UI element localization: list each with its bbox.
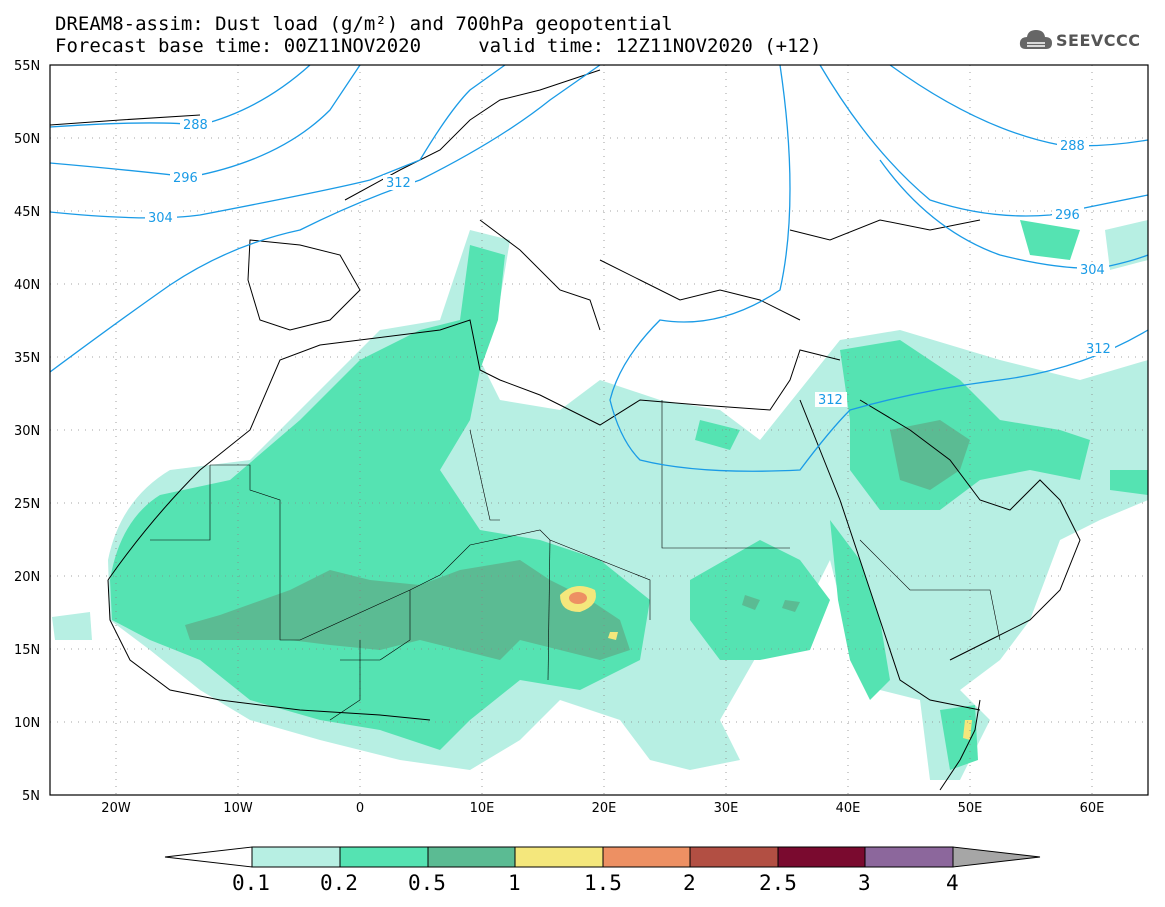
latitude-labels: 55N 50N 45N 40N 35N 30N 25N 20N 15N 10N … [14, 59, 40, 804]
geopotential-contours [49, 64, 1149, 472]
colorbar-label: 3 [858, 871, 871, 895]
lon-label: 30E [714, 801, 739, 816]
lat-label: 55N [14, 59, 40, 74]
colorbar-label: 4 [946, 871, 959, 895]
coastlines [49, 69, 1081, 791]
lon-label: 20E [592, 801, 617, 816]
colorbar-label: 2.5 [759, 871, 797, 895]
contour-label: 312 [386, 176, 411, 191]
dust-level-0.5 [185, 420, 970, 660]
colorbar-low-arrow [164, 846, 253, 868]
lon-label: 50E [958, 801, 983, 816]
colorbar-label: 2 [683, 871, 696, 895]
graticule [50, 65, 1148, 795]
colorbar-swatch [251, 846, 341, 868]
lat-label: 5N [22, 789, 40, 804]
colorbar-swatch [427, 846, 516, 868]
contour-label: 288 [1060, 139, 1085, 154]
colorbar-swatch [602, 846, 691, 868]
contour-label: 296 [173, 171, 198, 186]
colorbar-swatch [689, 846, 779, 868]
colorbar-label: 0.2 [320, 871, 358, 895]
seevccc-logo: SEEVCCC [1018, 27, 1158, 57]
colorbar-label: 1 [508, 871, 521, 895]
colorbar-high-arrow [952, 846, 1041, 868]
lon-label: 0 [356, 801, 364, 816]
contour-label: 288 [183, 118, 208, 133]
lon-label: 10E [470, 801, 495, 816]
colorbar-label: 0.1 [232, 871, 270, 895]
lat-label: 40N [14, 278, 40, 293]
lat-label: 35N [14, 351, 40, 366]
map-frame [49, 64, 1149, 796]
map-area: 288 296 304 312 312 312 288 296 304 [49, 64, 1149, 796]
forecast-time-line: Forecast base time: 00Z11NOV2020 valid t… [55, 35, 822, 57]
lon-label: 40E [836, 801, 861, 816]
lon-label: 20W [101, 801, 131, 816]
lat-label: 50N [14, 132, 40, 147]
contour-label: 296 [1055, 208, 1080, 223]
cloud-icon [1019, 30, 1052, 49]
lat-label: 15N [14, 643, 40, 658]
lat-label: 20N [14, 570, 40, 585]
lon-label: 60E [1080, 801, 1105, 816]
colorbar-swatch [777, 846, 866, 868]
colorbar-swatch [339, 846, 429, 868]
colorbar-label: 1.5 [584, 871, 622, 895]
lat-label: 25N [14, 497, 40, 512]
contour-label: 312 [1086, 342, 1111, 357]
lat-label: 10N [14, 716, 40, 731]
colorbar-label: 0.5 [408, 871, 446, 895]
contour-label: 304 [1080, 263, 1105, 278]
longitude-labels: 20W 10W 0 10E 20E 30E 40E 50E 60E [101, 801, 1104, 816]
lat-label: 45N [14, 205, 40, 220]
lon-label: 10W [223, 801, 253, 816]
colorbar-swatch [864, 846, 954, 868]
lat-label: 30N [14, 424, 40, 439]
contour-label: 304 [148, 211, 173, 226]
country-borders [150, 400, 1001, 721]
dust-level-1.5 [569, 592, 587, 604]
contour-label: 312 [818, 393, 843, 408]
map-title: DREAM8-assim: Dust load (g/m²) and 700hP… [55, 13, 673, 35]
logo-text: SEEVCCC [1056, 31, 1141, 50]
colorbar-swatch [514, 846, 604, 868]
contour-labels: 288 296 304 312 312 312 288 296 304 [145, 117, 1115, 408]
colorbar [164, 846, 1041, 868]
